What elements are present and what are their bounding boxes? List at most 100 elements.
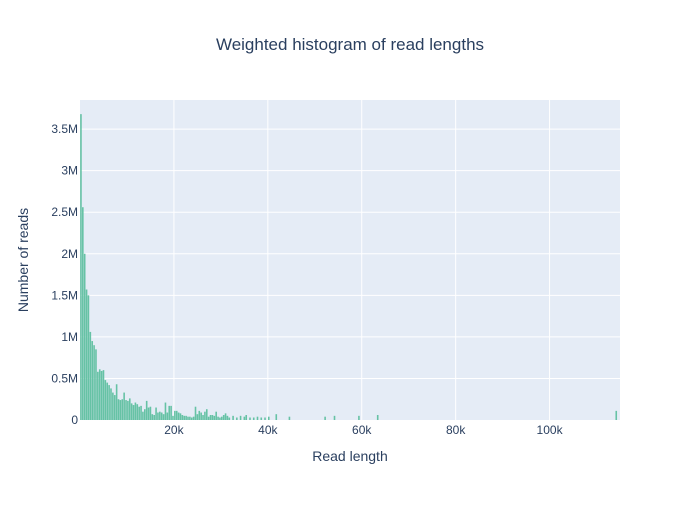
histogram-bar <box>91 341 94 420</box>
histogram-bar <box>224 413 227 420</box>
histogram-bar <box>164 402 167 420</box>
histogram-bar <box>376 415 379 420</box>
histogram-bar <box>166 412 169 420</box>
histogram-bar <box>236 417 238 420</box>
x-tick-label: 60k <box>352 423 372 437</box>
histogram-bar <box>243 416 246 420</box>
histogram-bar <box>239 415 242 420</box>
histogram-bar <box>85 289 88 420</box>
histogram-bar <box>174 410 176 420</box>
histogram-bar <box>151 414 154 420</box>
histogram-bar <box>112 392 114 420</box>
histogram-bar <box>110 388 112 420</box>
y-tick-label: 2.5M <box>51 205 78 219</box>
histogram-bar <box>82 207 84 420</box>
histogram-bar <box>134 402 137 420</box>
histogram-bar <box>202 415 204 420</box>
y-tick-label: 1.5M <box>51 288 78 302</box>
histogram-bar <box>179 413 182 420</box>
histogram-bar <box>213 415 216 420</box>
histogram-bar <box>153 415 155 420</box>
histogram-bar <box>136 404 139 420</box>
histogram-bar <box>181 415 184 420</box>
histogram-bar <box>106 382 109 420</box>
histogram-bar <box>98 369 101 420</box>
histogram-bar <box>170 405 172 420</box>
histogram-bar <box>245 415 248 420</box>
y-tick-label: 3M <box>61 164 78 178</box>
histogram-bar <box>160 412 163 420</box>
histogram-bar <box>157 412 159 420</box>
x-tick-label: 100k <box>537 423 564 437</box>
histogram-bar <box>147 407 150 420</box>
histogram-bar <box>196 414 199 420</box>
histogram-bar <box>168 405 171 420</box>
histogram-bar <box>256 416 259 420</box>
x-tick-label: 40k <box>258 423 278 437</box>
bars <box>80 114 618 420</box>
histogram-bar <box>142 411 144 420</box>
histogram-bar <box>83 253 86 420</box>
grid-lines <box>80 100 620 420</box>
y-tick-label: 3.5M <box>51 122 78 136</box>
histogram-bar <box>226 415 229 420</box>
histogram-bar <box>219 417 221 420</box>
histogram-bar <box>324 416 326 420</box>
histogram-bar <box>267 416 270 420</box>
histogram-bar <box>132 405 135 420</box>
histogram-bar <box>190 417 193 420</box>
x-tick-label: 20k <box>164 423 184 437</box>
histogram-bar <box>615 410 618 420</box>
histogram-bar <box>207 416 210 420</box>
histogram-bar <box>177 412 180 420</box>
histogram-bar <box>205 409 208 420</box>
histogram-bar <box>249 417 251 420</box>
plot-area <box>80 100 620 420</box>
chart-title: Weighted histogram of read lengths <box>216 35 484 54</box>
histogram-bar <box>275 414 278 420</box>
histogram-bar <box>260 417 263 420</box>
histogram-bar <box>204 411 206 420</box>
histogram-bar <box>100 370 103 420</box>
histogram-bar <box>252 417 255 420</box>
histogram-bar <box>95 349 97 420</box>
histogram-bar <box>127 400 129 420</box>
histogram-bar <box>159 411 161 420</box>
histogram-bar <box>358 415 360 420</box>
histogram-bar <box>333 415 336 420</box>
histogram-bar <box>97 371 99 420</box>
histogram-bar <box>187 416 189 420</box>
histogram-bar <box>215 411 217 420</box>
histogram-bar <box>194 406 197 420</box>
histogram-bar <box>198 410 201 420</box>
histogram-bar <box>115 384 118 420</box>
histogram-bar <box>162 414 165 420</box>
histogram-bar <box>217 416 219 420</box>
x-axis-title: Read length <box>312 448 388 464</box>
histogram-bar <box>221 416 223 420</box>
histogram-bar <box>264 417 266 420</box>
histogram-bar <box>172 415 174 420</box>
y-tick-label: 0.5M <box>51 371 78 385</box>
histogram-bar <box>123 392 125 420</box>
histogram-bar <box>125 400 127 420</box>
histogram-bar <box>211 415 214 420</box>
histogram-bar <box>138 406 140 420</box>
histogram-bar <box>121 399 124 420</box>
histogram-bar <box>200 412 202 420</box>
histogram-bar <box>209 415 212 420</box>
histogram-bar <box>192 416 195 420</box>
histogram-bar <box>155 407 157 420</box>
histogram-bar <box>232 415 234 420</box>
histogram-bar <box>140 405 142 420</box>
histogram-bar <box>183 415 186 420</box>
y-axis-title: Number of reads <box>15 208 31 312</box>
histogram-bar <box>145 400 148 420</box>
histogram-bar <box>80 114 82 420</box>
histogram-bar <box>130 403 133 420</box>
histogram-bar <box>144 409 146 420</box>
histogram-bar <box>189 416 191 420</box>
histogram-bar <box>93 345 95 420</box>
